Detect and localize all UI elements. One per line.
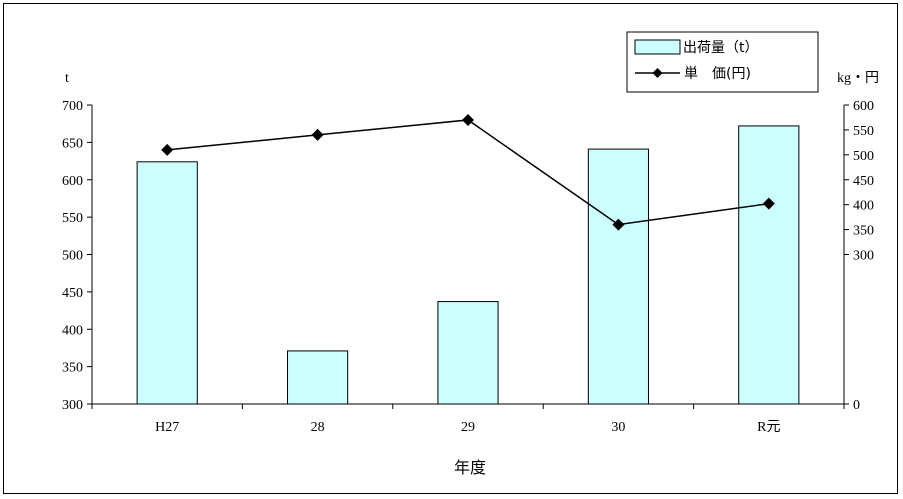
x-tick-label: 29	[461, 420, 475, 435]
left-tick-label: 700	[62, 99, 83, 114]
bar	[738, 125, 800, 405]
bar	[587, 148, 649, 405]
left-tick-label: 400	[62, 323, 83, 338]
right-tick-label: 400	[853, 199, 874, 214]
price-point	[612, 218, 625, 231]
price-point	[311, 128, 324, 141]
left-tick-label: 350	[62, 361, 83, 376]
bar	[437, 301, 499, 405]
right-tick-label: 500	[853, 149, 874, 164]
right-tick-label: 450	[853, 174, 874, 189]
right-axis-unit: kg・円	[837, 71, 879, 86]
legend-bar-swatch	[634, 39, 681, 55]
bar	[136, 161, 198, 405]
legend-bar-label: 出荷量（t）	[683, 40, 759, 56]
left-tick-label: 550	[62, 211, 83, 226]
price-line	[167, 119, 769, 226]
plot-area: 300 350 400 450 500 550 600 650 700 0 300 350 400 450…	[62, 99, 874, 435]
right-tick-label: 0	[853, 398, 860, 413]
legend-diamond-marker	[652, 68, 663, 78]
right-tick-label: 550	[853, 124, 874, 139]
right-tick-label: 600	[853, 99, 874, 114]
left-tick-label: 650	[62, 136, 83, 151]
left-tick-label: 600	[62, 174, 83, 189]
left-tick-label: 500	[62, 249, 83, 264]
x-axis-title: 年度	[454, 458, 486, 477]
price-point	[762, 197, 775, 210]
price-point	[462, 113, 474, 126]
price-point	[161, 143, 174, 156]
right-tick-label: 350	[853, 224, 874, 239]
x-tick-label: 28	[311, 420, 325, 435]
x-tick-label: 30	[611, 420, 625, 435]
legend: 出荷量（t） 単 価(円)	[626, 31, 819, 93]
x-tick-label: R元	[757, 420, 780, 435]
left-tick-label: 300	[62, 398, 83, 413]
right-tick-label: 300	[853, 249, 874, 264]
x-tick-label: H27	[155, 420, 179, 435]
left-axis-unit: t	[65, 71, 69, 86]
left-tick-label: 450	[62, 286, 83, 301]
legend-line-label: 単 価(円)	[684, 66, 751, 82]
bar	[287, 350, 349, 405]
